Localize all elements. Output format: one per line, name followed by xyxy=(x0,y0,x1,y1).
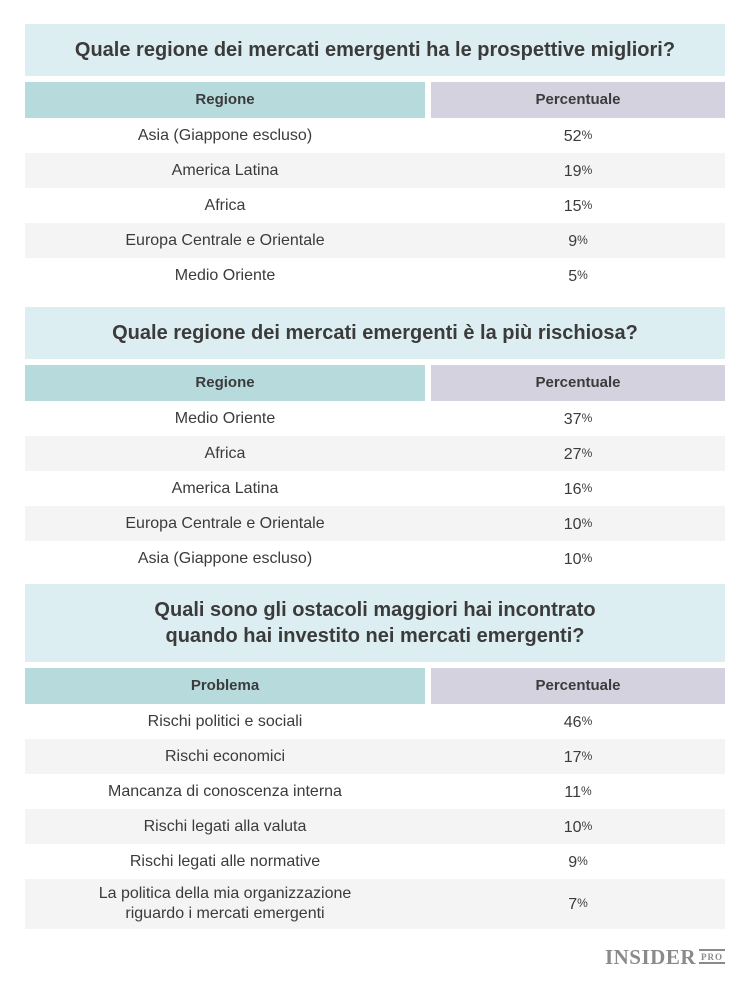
row-value: 10% xyxy=(563,550,593,568)
table-body: Rischi politici e sociali 46% Rischi eco… xyxy=(25,704,725,929)
row-value: 17% xyxy=(563,748,593,766)
row-label: Asia (Giappone escluso) xyxy=(137,549,313,567)
table-row: Europa Centrale e Orientale 9% xyxy=(25,223,725,258)
section-title: Quali sono gli ostacoli maggiori hai inc… xyxy=(25,584,725,662)
column-header-percentuale: Percentuale xyxy=(431,82,725,118)
row-label: Europa Centrale e Orientale xyxy=(125,514,325,532)
section-title-line: Quale regione dei mercati emergenti è la… xyxy=(112,322,638,344)
table-header-row: Regione Percentuale xyxy=(25,365,725,401)
table-row: Mancanza di conoscenza interna 11% xyxy=(25,774,725,809)
row-label: America Latina xyxy=(171,161,279,179)
insiderpro-logo: INSIDER PRO xyxy=(605,945,725,970)
row-label: Europa Centrale e Orientale xyxy=(125,231,325,249)
table-row: Africa 15% xyxy=(25,188,725,223)
row-value: 19% xyxy=(563,162,593,180)
table-row: America Latina 16% xyxy=(25,471,725,506)
row-value: 52% xyxy=(563,127,593,145)
section-title-line: quando hai investito nei mercati emergen… xyxy=(165,625,585,647)
row-value: 11% xyxy=(564,783,592,801)
row-label: Rischi economici xyxy=(164,747,286,765)
row-value: 7% xyxy=(568,896,588,913)
table-row: Europa Centrale e Orientale 10% xyxy=(25,506,725,541)
table-body: Medio Oriente 37% Africa 27% America Lat… xyxy=(25,401,725,576)
section-title-line: Quali sono gli ostacoli maggiori hai inc… xyxy=(154,599,596,621)
row-label: Medio Oriente xyxy=(174,266,276,284)
footer: INSIDER PRO xyxy=(25,945,725,970)
table-header-row: Problema Percentuale xyxy=(25,668,725,704)
row-label: Rischi legati alla valuta xyxy=(143,817,307,835)
column-header-problema: Problema xyxy=(25,668,425,704)
table-row: Rischi legati alla valuta 10% xyxy=(25,809,725,844)
row-value: 46% xyxy=(563,713,593,731)
table-row: La politica della mia organizzazione rig… xyxy=(25,879,725,929)
row-label: Rischi politici e sociali xyxy=(147,712,303,730)
row-label: Medio Oriente xyxy=(174,409,276,427)
table-row: Rischi legati alle normative 9% xyxy=(25,844,725,879)
row-value: 15% xyxy=(563,197,593,215)
row-value: 10% xyxy=(563,818,593,836)
column-header-percentuale: Percentuale xyxy=(431,365,725,401)
table-body: Asia (Giappone escluso) 52% America Lati… xyxy=(25,118,725,293)
row-value: 27% xyxy=(563,445,593,463)
column-header-percentuale: Percentuale xyxy=(431,668,725,704)
row-label: La politica della mia organizzazione rig… xyxy=(98,885,352,922)
section-riskiest: Quale regione dei mercati emergenti è la… xyxy=(25,307,725,576)
table-header-row: Regione Percentuale xyxy=(25,82,725,118)
logo-pro-badge: PRO xyxy=(699,949,725,964)
row-label: Africa xyxy=(204,444,246,462)
row-label: Mancanza di conoscenza interna xyxy=(108,782,342,800)
table-row: Africa 27% xyxy=(25,436,725,471)
section-title-line: Quale regione dei mercati emergenti ha l… xyxy=(74,39,676,61)
row-value: 10% xyxy=(563,515,593,533)
logo-insider-text: INSIDER xyxy=(604,945,696,969)
table-row: Medio Oriente 37% xyxy=(25,401,725,436)
row-value: 5% xyxy=(568,267,588,285)
table-row: Asia (Giappone escluso) 52% xyxy=(25,118,725,153)
section-best-prospects: Quale regione dei mercati emergenti ha l… xyxy=(25,24,725,293)
section-obstacles: Quali sono gli ostacoli maggiori hai inc… xyxy=(25,584,725,929)
section-title: Quale regione dei mercati emergenti ha l… xyxy=(25,24,725,76)
table-row: Asia (Giappone escluso) 10% xyxy=(25,541,725,576)
row-value: 37% xyxy=(563,410,593,428)
row-label: Rischi legati alle normative xyxy=(129,852,321,870)
row-value: 16% xyxy=(563,480,593,498)
section-title: Quale regione dei mercati emergenti è la… xyxy=(25,307,725,359)
table-row: Rischi economici 17% xyxy=(25,739,725,774)
table-row: Medio Oriente 5% xyxy=(25,258,725,293)
row-label: America Latina xyxy=(171,479,279,497)
row-value: 9% xyxy=(568,232,588,250)
row-label: Africa xyxy=(204,196,246,214)
table-row: America Latina 19% xyxy=(25,153,725,188)
row-value: 9% xyxy=(568,853,588,871)
column-header-regione: Regione xyxy=(25,82,425,118)
column-header-regione: Regione xyxy=(25,365,425,401)
table-row: Rischi politici e sociali 46% xyxy=(25,704,725,739)
row-label: Asia (Giappone escluso) xyxy=(137,126,313,144)
